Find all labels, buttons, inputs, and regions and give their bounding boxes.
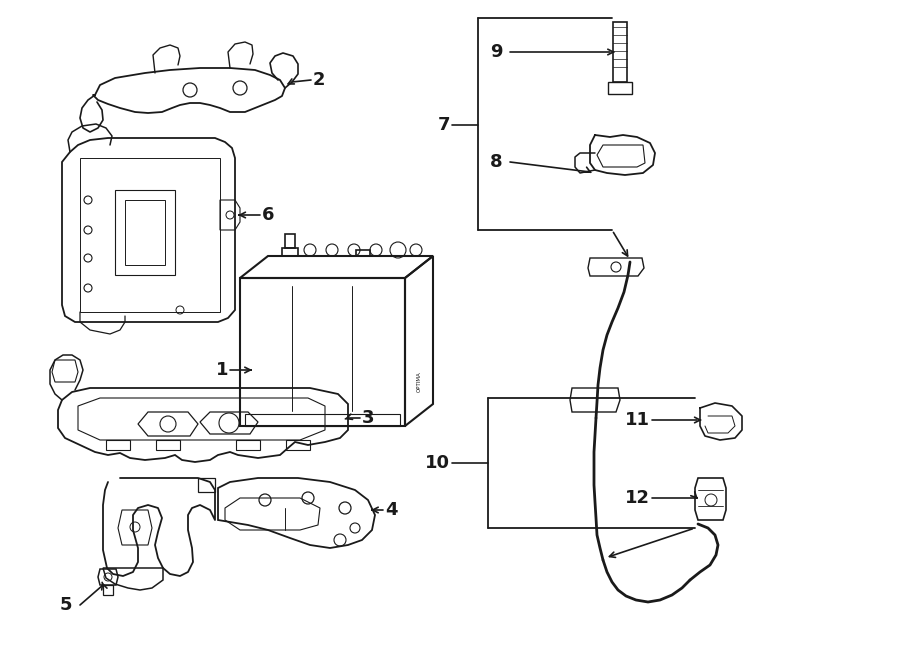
Text: 10: 10 xyxy=(425,454,450,472)
Text: 9: 9 xyxy=(490,43,502,61)
Text: 7: 7 xyxy=(437,116,450,134)
Text: 2: 2 xyxy=(313,71,326,89)
Text: 4: 4 xyxy=(385,501,398,519)
Text: 6: 6 xyxy=(262,206,274,224)
Text: 12: 12 xyxy=(625,489,650,507)
Text: OPTIMA: OPTIMA xyxy=(417,371,421,393)
Text: 11: 11 xyxy=(625,411,650,429)
Text: 8: 8 xyxy=(490,153,502,171)
Text: 1: 1 xyxy=(215,361,228,379)
Text: 3: 3 xyxy=(362,409,374,427)
Text: 5: 5 xyxy=(60,596,73,614)
